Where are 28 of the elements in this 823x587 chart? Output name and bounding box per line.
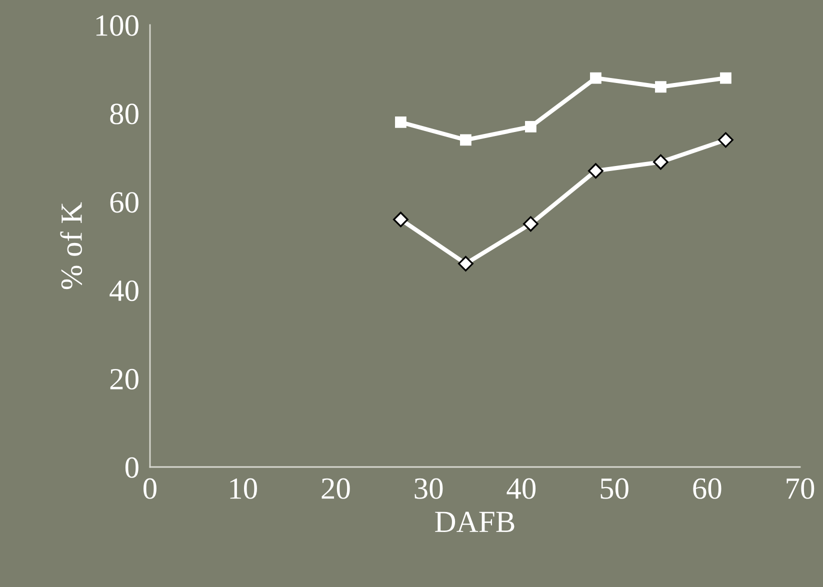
point	[458, 256, 474, 272]
point	[588, 163, 604, 179]
point	[720, 72, 732, 84]
x-tick-label: 30	[414, 478, 443, 499]
point	[393, 212, 408, 228]
x-tick-label: 0	[144, 478, 156, 499]
x-tick-label: 50	[600, 478, 628, 499]
point	[653, 154, 668, 170]
y-tick-label: 100	[96, 15, 138, 36]
x-tick-label: 10	[230, 478, 257, 499]
x-tick-label: 40	[506, 478, 536, 499]
x-tick-label: 60	[693, 478, 722, 499]
y-tick-label: 80	[110, 104, 138, 124]
point	[718, 132, 734, 148]
y-axis-title: % of K	[60, 202, 82, 290]
y-tick-label: 60	[110, 192, 138, 213]
point	[395, 116, 406, 128]
point	[525, 120, 536, 132]
point	[460, 134, 472, 146]
point	[523, 216, 538, 232]
y-tick-label: 20	[110, 368, 138, 390]
y-tick-label: 0	[125, 457, 138, 478]
y-tick-label: 40	[110, 280, 138, 302]
x-tick-label: 20	[322, 478, 350, 499]
point	[590, 72, 602, 84]
point	[655, 81, 666, 93]
x-axis-title: DAFB	[435, 512, 514, 532]
x-tick-label: 70	[786, 478, 814, 499]
